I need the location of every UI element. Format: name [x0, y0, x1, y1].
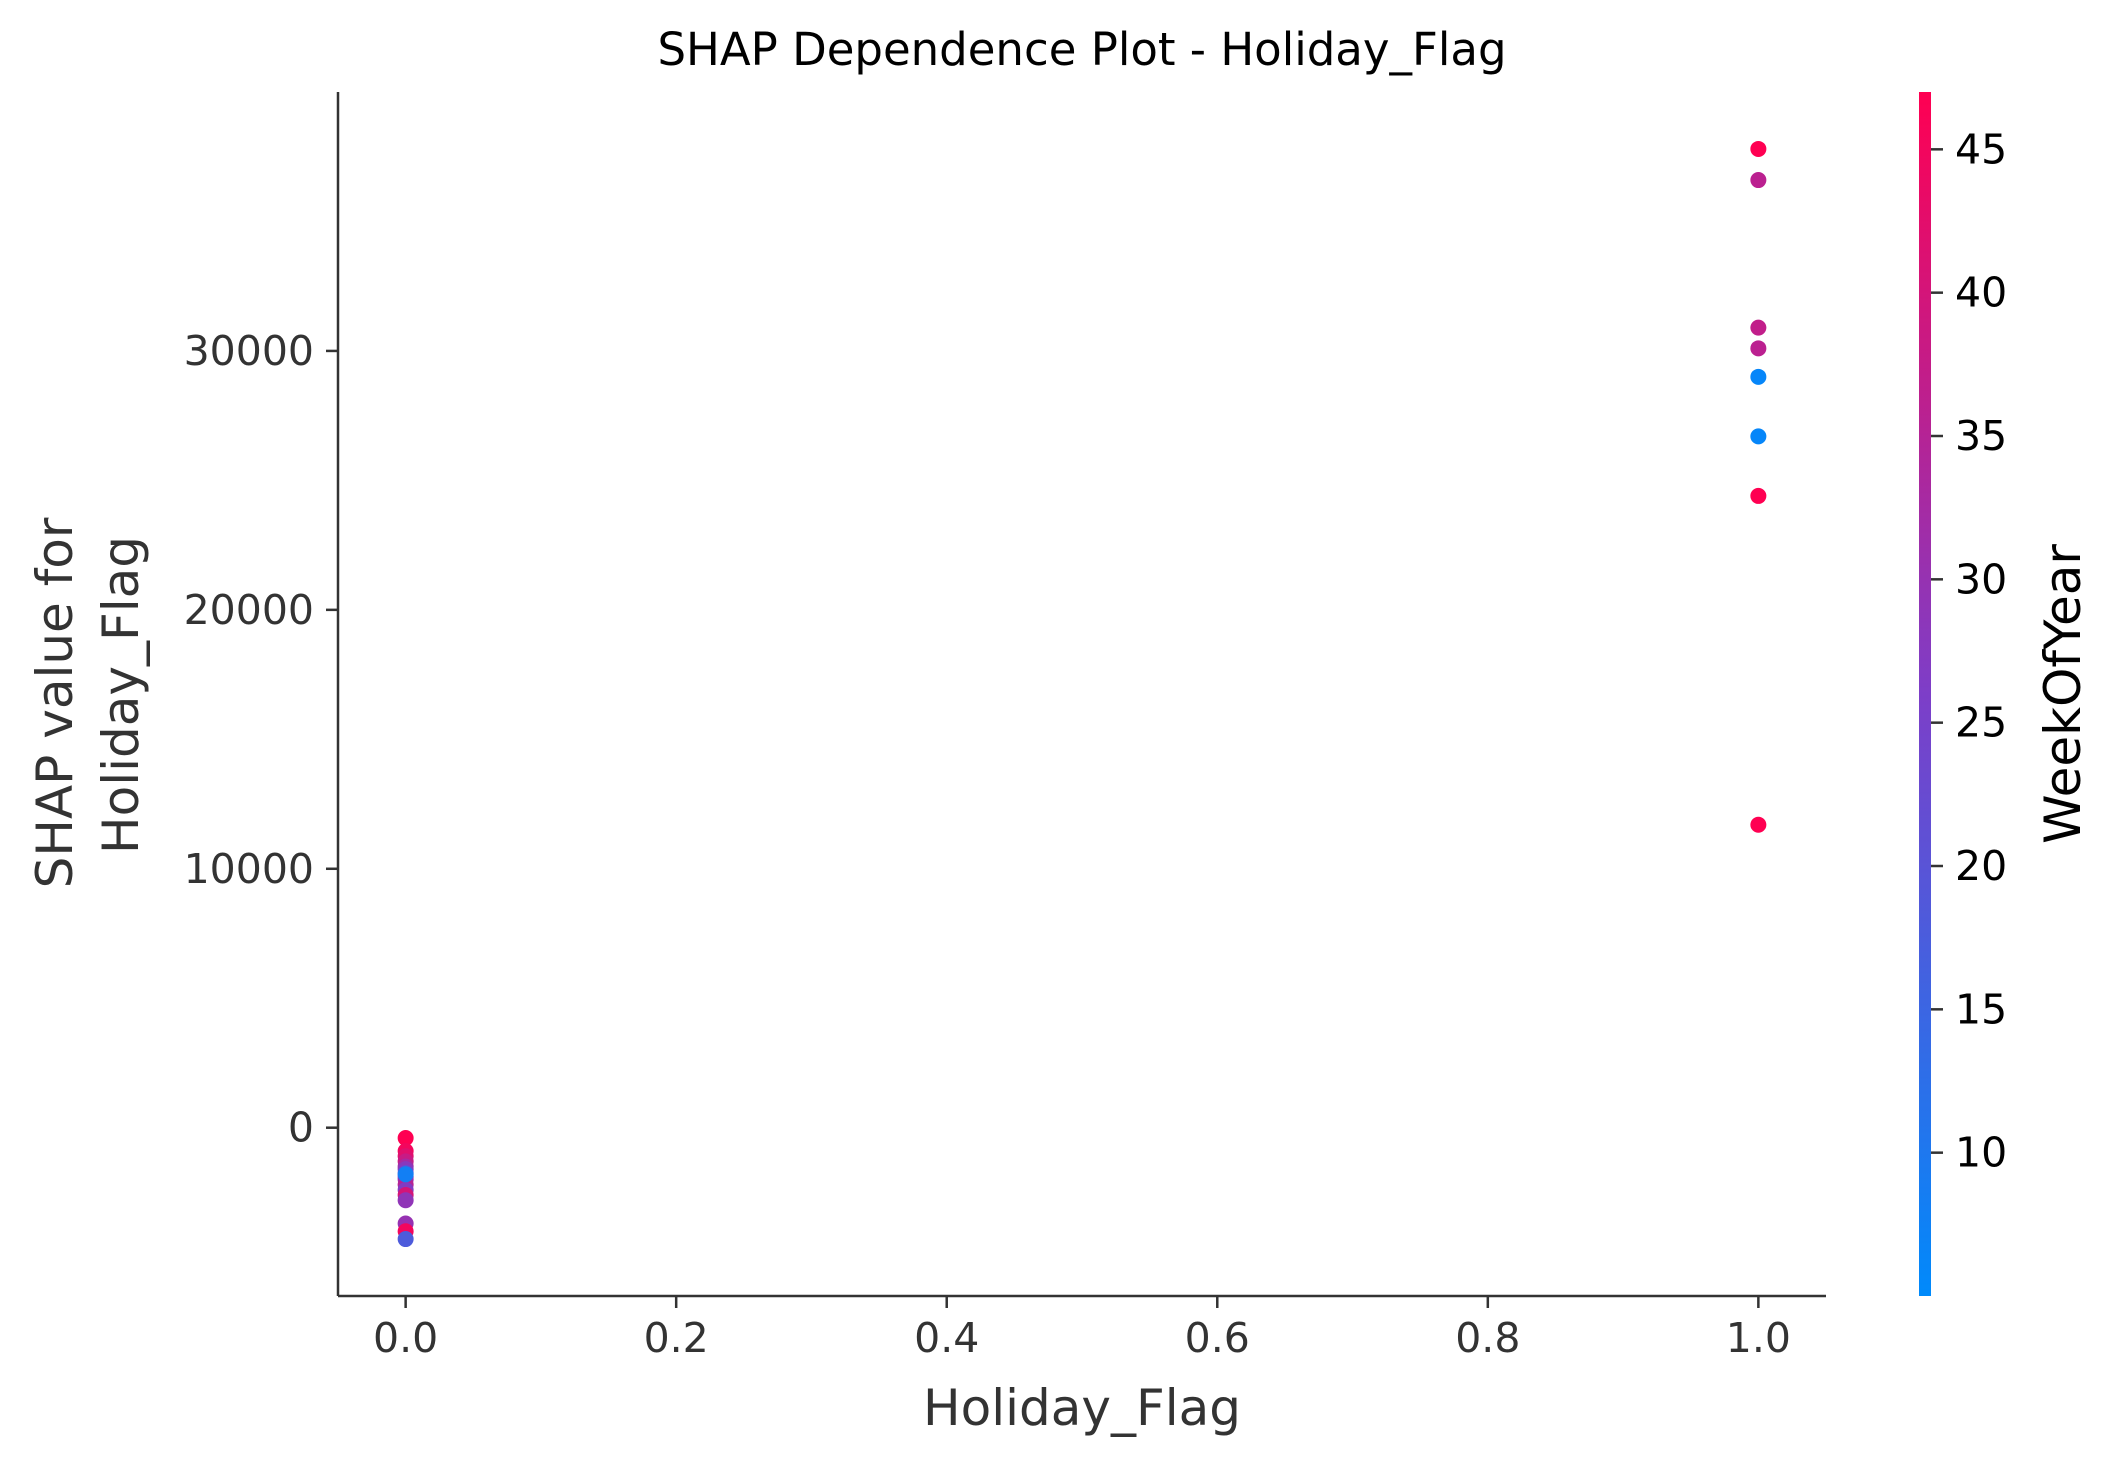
plot-area: 0.0 0.2 0.4 0.6 0.8 1.0 0 10000 20000 30000 [184, 92, 1826, 1362]
colorbar-tick-label: 25 [1955, 699, 2007, 747]
x-tick-label: 0.4 [914, 1314, 979, 1362]
y-tick-label: 10000 [184, 845, 314, 893]
colorbar-tick-label: 45 [1955, 125, 2007, 173]
scatter-point [1750, 319, 1767, 336]
y-tick-label: 30000 [184, 327, 314, 375]
colorbar-label: WeekOfYear [2034, 544, 2092, 844]
y-tick-label: 20000 [184, 586, 314, 634]
x-tick-label: 0.0 [373, 1314, 438, 1362]
y-tick-label: 0 [288, 1104, 314, 1152]
y-ticks: 0 10000 20000 30000 [184, 327, 338, 1152]
colorbar-tick-label: 15 [1955, 985, 2007, 1033]
colorbar-tick-label: 20 [1955, 842, 2007, 890]
scatter-point [1750, 816, 1767, 833]
scatter-point [397, 1192, 414, 1209]
colorbar: 10 15 20 25 30 35 40 45 [1919, 92, 2007, 1296]
x-tick-label: 0.2 [644, 1314, 709, 1362]
x-ticks: 0.0 0.2 0.4 0.6 0.8 1.0 [373, 1296, 1791, 1362]
x-axis-label: Holiday_Flag [923, 1379, 1241, 1437]
scatter-point [1750, 428, 1767, 445]
colorbar-gradient [1919, 92, 1931, 1296]
colorbar-tick-label: 10 [1955, 1129, 2007, 1177]
scatter-point [397, 1231, 414, 1248]
scatter-points [397, 140, 1767, 1248]
scatter-point [1750, 368, 1767, 385]
colorbar-ticks: 10 15 20 25 30 35 40 45 [1931, 125, 2007, 1177]
scatter-point [1750, 140, 1767, 157]
y-axis-label-line-2: Holiday_Flag [92, 536, 150, 854]
x-tick-label: 1.0 [1726, 1314, 1791, 1362]
scatter-point [1750, 487, 1767, 504]
y-axis-label: SHAP value for Holiday_Flag [26, 502, 150, 889]
scatter-point [397, 1166, 414, 1183]
colorbar-tick-label: 30 [1955, 555, 2007, 603]
colorbar-tick-label: 40 [1955, 269, 2007, 317]
scatter-point [397, 1130, 414, 1147]
x-tick-label: 0.6 [1185, 1314, 1250, 1362]
colorbar-tick-label: 35 [1955, 412, 2007, 460]
chart-title: SHAP Dependence Plot - Holiday_Flag [657, 23, 1506, 76]
scatter-point [1750, 340, 1767, 357]
scatter-point [1750, 172, 1767, 189]
x-tick-label: 0.8 [1455, 1314, 1520, 1362]
y-axis-label-line-1: SHAP value for [26, 517, 84, 888]
